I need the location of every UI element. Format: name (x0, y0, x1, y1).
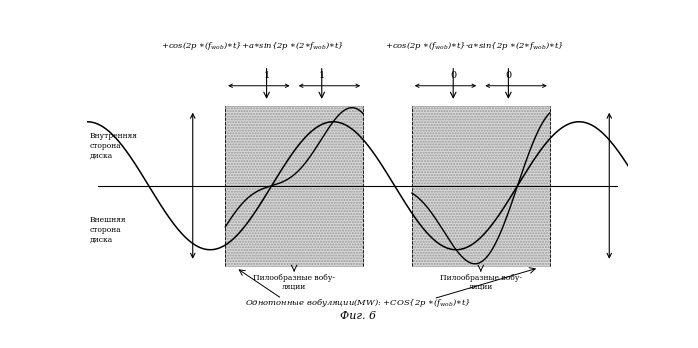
Bar (412, 106, 550, 266)
Text: Внешняя
сторона
диска: Внешняя сторона диска (90, 216, 126, 244)
Text: Фиг. 6: Фиг. 6 (340, 311, 376, 321)
Text: Внутренняя
сторона
диска: Внутренняя сторона диска (90, 132, 138, 159)
Bar (225, 106, 363, 266)
Text: 0: 0 (505, 71, 512, 80)
Text: 0: 0 (450, 71, 456, 80)
Bar (412, 106, 550, 266)
Text: 1: 1 (263, 71, 269, 80)
Text: Пилообразные вобу-
ляции: Пилообразные вобу- ляции (253, 274, 335, 291)
Text: +cos(2p $\mathregular{\ast}$(f$_{\mathregular{wob}}$)$\mathregular{\ast}$t}+a$\m: +cos(2p $\mathregular{\ast}$(f$_{\mathre… (161, 40, 344, 52)
Text: Пилообразные вобу-
ляции: Пилообразные вобу- ляции (440, 274, 522, 291)
Text: 1: 1 (318, 71, 325, 80)
Text: +cos(2p $\mathregular{\ast}$(f$_{\mathregular{wob}}$)$\mathregular{\ast}$t}-a$\m: +cos(2p $\mathregular{\ast}$(f$_{\mathre… (385, 40, 563, 52)
Bar (225, 106, 363, 266)
Text: Однотонные вобуляции(MW): +COS{2p $\mathregular{\ast}$(f$_{\mathregular{wob}}$)$: Однотонные вобуляции(MW): +COS{2p $\math… (245, 297, 470, 309)
